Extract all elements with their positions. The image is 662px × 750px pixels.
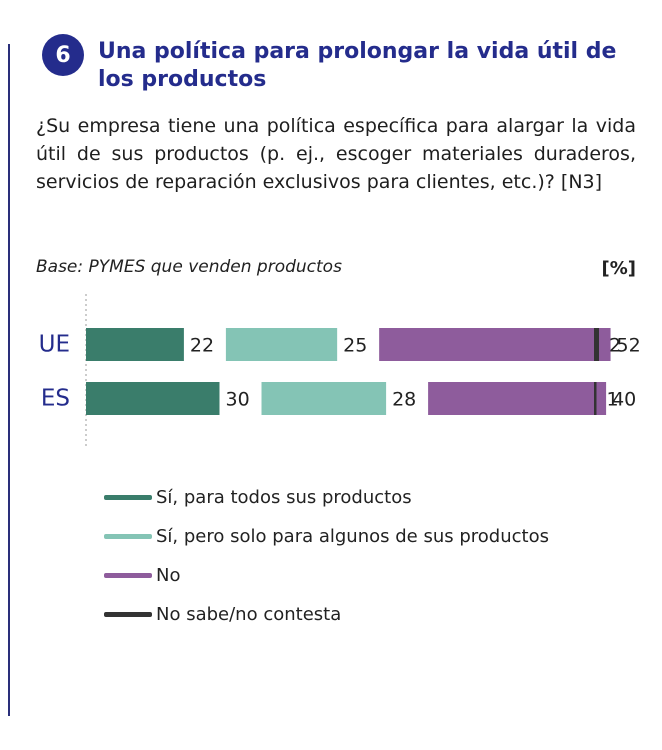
bar-value-label: 30 — [226, 389, 250, 411]
section-title: Una política para prolongar la vida útil… — [98, 39, 617, 92]
bar-value-label: 25 — [343, 335, 367, 357]
bar-segment — [225, 328, 338, 361]
bar-segment-ns — [594, 382, 597, 415]
legend-swatch — [104, 495, 152, 500]
base-note: Base: PYMES que venden productos — [36, 257, 342, 277]
legend-swatch — [104, 573, 152, 578]
bar-value-label: 1 — [607, 389, 619, 411]
bar-value-label: 52 — [617, 335, 641, 357]
bar-value-label: 2 — [609, 335, 621, 357]
bar-value-label: 28 — [392, 389, 416, 411]
legend-label: Sí, pero solo para algunos de sus produc… — [156, 526, 549, 547]
category-label: UE — [39, 332, 70, 358]
section-number-badge: 6 — [42, 34, 84, 76]
legend-swatch — [104, 534, 152, 539]
survey-question: ¿Su empresa tiene una política específic… — [36, 115, 636, 193]
bar-segment — [428, 382, 607, 415]
legend-label: No sabe/no contesta — [156, 604, 342, 625]
bar-segment — [379, 328, 611, 361]
bar-segment — [261, 382, 387, 415]
legend-label: No — [156, 565, 181, 586]
stacked-bar-chart: UE 22 25 522 ES 30 28 401 — [39, 294, 641, 446]
bar-segment — [86, 382, 220, 415]
legend-label: Sí, para todos sus productos — [156, 487, 412, 508]
unit-label: [%] — [601, 258, 637, 279]
legend-item: Sí, para todos sus productos — [104, 478, 549, 517]
bar-value-label: 22 — [190, 335, 214, 357]
legend-item: No sabe/no contesta — [104, 595, 549, 634]
legend: Sí, para todos sus productos Sí, pero sol… — [104, 478, 549, 634]
legend-swatch — [104, 612, 152, 617]
bar-segment — [86, 328, 184, 361]
category-label: ES — [41, 386, 70, 412]
legend-item: Sí, pero solo para algunos de sus produc… — [104, 517, 549, 556]
bar-value-label: 40 — [612, 389, 636, 411]
bar-segment-ns — [594, 328, 599, 361]
legend-item: No — [104, 556, 549, 595]
side-rule — [8, 44, 10, 716]
